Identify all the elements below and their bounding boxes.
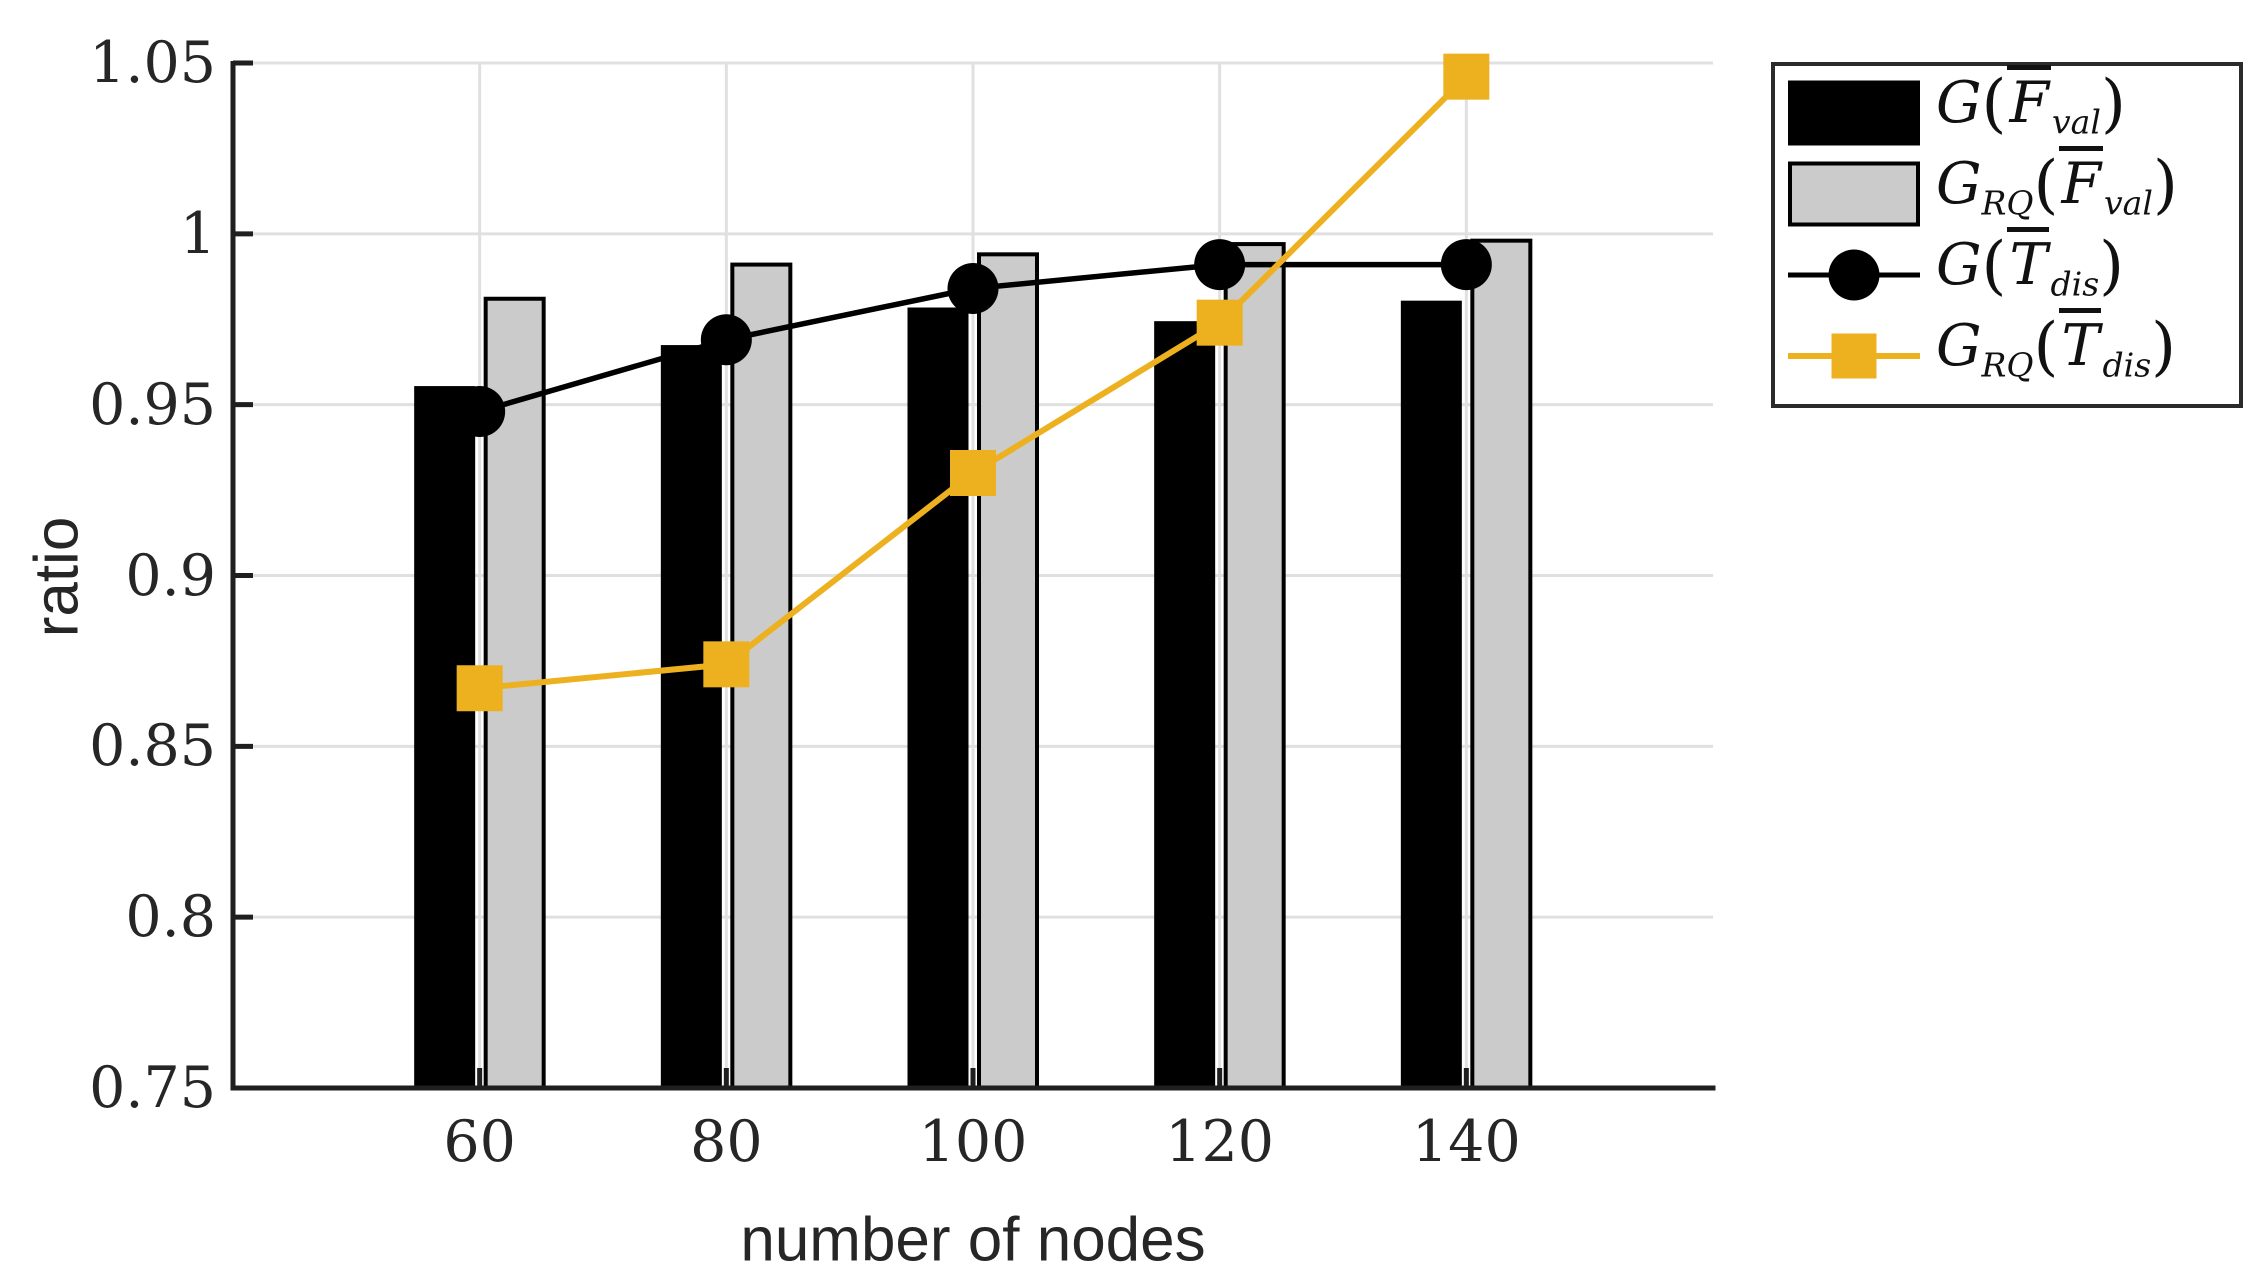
legend-math-arg: T bbox=[2061, 312, 2100, 379]
bar-G-Fval bbox=[414, 386, 476, 1090]
bar-GRQ-Fval bbox=[1223, 242, 1286, 1091]
square-marker bbox=[950, 450, 996, 496]
square-marker bbox=[1443, 53, 1490, 100]
x-axis-label: number of nodes bbox=[740, 1205, 1206, 1275]
circle-marker bbox=[1194, 239, 1246, 291]
legend-math-close: ) bbox=[2100, 66, 2126, 141]
square-marker-icon bbox=[1831, 333, 1877, 378]
legend-item-4: GRQ(Tdis) bbox=[1788, 307, 2239, 396]
legend-math-argsub: val bbox=[2052, 102, 2101, 142]
black-bar-swatch bbox=[1788, 80, 1920, 145]
circle-marker bbox=[947, 263, 999, 314]
legend-math-open: ( bbox=[1981, 228, 2007, 303]
y-tick-label: 1 bbox=[179, 200, 216, 267]
y-tick-label: 0.95 bbox=[89, 371, 216, 438]
y-tick-label: 1.05 bbox=[89, 30, 216, 96]
circle-marker bbox=[700, 314, 752, 366]
orange-line-square-swatch-icon bbox=[1788, 315, 1920, 396]
circle-marker bbox=[1440, 239, 1492, 291]
black-bar-swatch-icon bbox=[1788, 72, 1920, 153]
legend-math-arg: F bbox=[2009, 69, 2050, 136]
legend-label: G(Fval) bbox=[1936, 64, 2126, 158]
gray-bar-swatch bbox=[1788, 161, 1920, 226]
y-tick-label: 0.85 bbox=[89, 713, 216, 780]
bar-G-Fval bbox=[1154, 321, 1216, 1090]
legend: G(Fval) GRQ(Fval) G(Tdis) GRQ(Tdis) bbox=[1771, 62, 2243, 408]
legend-math-argsub: val bbox=[2104, 183, 2153, 223]
x-tick-label: 80 bbox=[690, 1109, 763, 1175]
square-marker bbox=[703, 641, 750, 688]
legend-math-argsub: dis bbox=[2050, 264, 2100, 304]
legend-math-open: ( bbox=[1981, 66, 2007, 141]
square-marker bbox=[1196, 299, 1243, 346]
y-tick-label: 0.8 bbox=[125, 884, 216, 951]
x-tick-label: 60 bbox=[443, 1109, 516, 1175]
bar-G-Fval bbox=[907, 307, 969, 1090]
legend-math-open: ( bbox=[2033, 147, 2059, 222]
legend-math-g: G bbox=[1936, 231, 1982, 298]
bar-GRQ-Fval bbox=[977, 252, 1039, 1091]
legend-label: GRQ(Tdis) bbox=[1936, 307, 2177, 401]
y-tick-label: 0.75 bbox=[89, 1055, 216, 1121]
legend-math-g: G bbox=[1936, 150, 1982, 217]
legend-item-1: G(Fval) bbox=[1788, 64, 2239, 153]
x-tick-label: 140 bbox=[1411, 1109, 1521, 1175]
square-marker bbox=[456, 665, 503, 712]
y-axis-label: ratio bbox=[22, 516, 92, 638]
y-tick-label: 0.9 bbox=[125, 542, 216, 609]
legend-math-open: ( bbox=[2033, 309, 2059, 384]
legend-math-gsub: RQ bbox=[1981, 183, 2034, 223]
legend-item-2: GRQ(Fval) bbox=[1788, 145, 2239, 234]
legend-item-3: G(Tdis) bbox=[1788, 226, 2239, 315]
legend-math-arg: T bbox=[2009, 231, 2048, 298]
legend-math-close: ) bbox=[2151, 309, 2177, 384]
legend-label: G(Tdis) bbox=[1936, 226, 2125, 320]
legend-math-arg: F bbox=[2061, 150, 2101, 217]
black-line-circle-swatch-icon bbox=[1788, 234, 1920, 315]
circle-marker-icon bbox=[1828, 249, 1880, 300]
legend-math-close: ) bbox=[2099, 228, 2125, 303]
x-tick-label: 120 bbox=[1165, 1109, 1275, 1175]
legend-math-gsub: RQ bbox=[1981, 345, 2034, 385]
gray-bar-swatch-icon bbox=[1788, 153, 1920, 234]
legend-math-argsub: dis bbox=[2102, 345, 2152, 385]
legend-math-g: G bbox=[1936, 69, 1982, 136]
x-tick-label: 100 bbox=[918, 1109, 1028, 1175]
legend-math-close: ) bbox=[2152, 147, 2178, 222]
bar-G-Fval bbox=[660, 345, 722, 1090]
circle-marker bbox=[454, 386, 506, 437]
bar-G-Fval bbox=[1400, 300, 1462, 1090]
legend-label: GRQ(Fval) bbox=[1936, 145, 2178, 239]
bar-GRQ-Fval bbox=[1470, 238, 1533, 1090]
legend-math-g: G bbox=[1936, 312, 1982, 379]
